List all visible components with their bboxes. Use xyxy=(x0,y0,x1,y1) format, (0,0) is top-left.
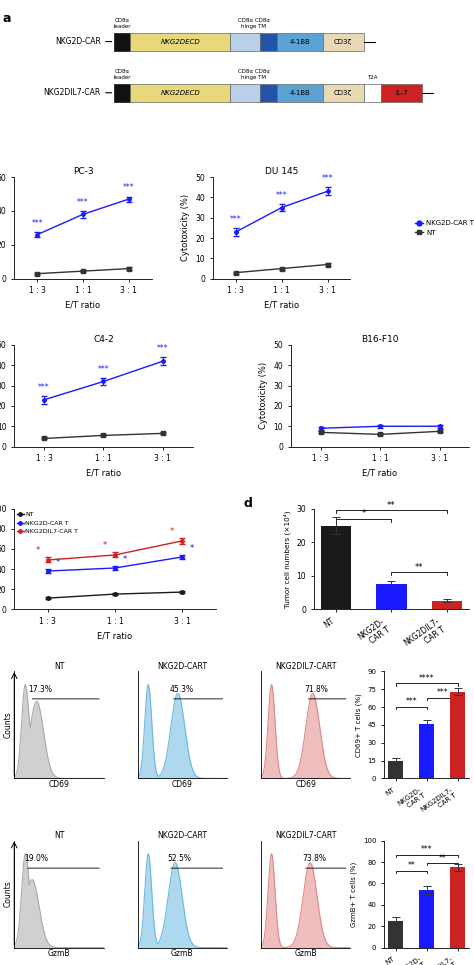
Bar xyxy=(323,33,364,50)
Text: *: * xyxy=(36,546,40,556)
Text: NKG2DECD: NKG2DECD xyxy=(160,90,200,96)
Y-axis label: Counts: Counts xyxy=(4,711,13,738)
Text: *: * xyxy=(56,558,60,567)
Text: CD8α
leader: CD8α leader xyxy=(114,69,131,80)
Title: B16-F10: B16-F10 xyxy=(361,335,399,345)
Legend: NKG2D-CAR T, NT: NKG2D-CAR T, NT xyxy=(415,220,474,235)
Text: 71.8%: 71.8% xyxy=(305,685,328,694)
Bar xyxy=(277,33,323,50)
Bar xyxy=(419,724,434,779)
Bar xyxy=(114,84,130,101)
Text: 45.3%: 45.3% xyxy=(170,685,194,694)
Text: NKG2DIL7-CAR: NKG2DIL7-CAR xyxy=(44,88,100,97)
Text: a: a xyxy=(3,13,11,25)
Text: CD3ζ: CD3ζ xyxy=(334,39,352,44)
Bar xyxy=(260,84,277,101)
Bar xyxy=(321,526,351,609)
Bar xyxy=(419,890,434,948)
Y-axis label: CD69+ T cells (%): CD69+ T cells (%) xyxy=(356,693,362,757)
Bar xyxy=(388,921,403,948)
Text: 17.3%: 17.3% xyxy=(28,685,53,694)
Bar xyxy=(432,601,462,609)
Text: CD3ζ: CD3ζ xyxy=(334,90,352,96)
Bar xyxy=(230,84,260,101)
Text: 4-1BB: 4-1BB xyxy=(290,90,310,96)
X-axis label: CD69: CD69 xyxy=(172,780,193,788)
Text: **: ** xyxy=(387,501,396,510)
X-axis label: CD69: CD69 xyxy=(49,780,70,788)
Text: ***: *** xyxy=(230,215,242,224)
Bar xyxy=(388,760,403,779)
Text: ***: *** xyxy=(77,198,89,207)
Text: **: ** xyxy=(415,563,423,571)
Text: ***: *** xyxy=(276,191,287,201)
Text: NKG2DECD: NKG2DECD xyxy=(160,39,200,44)
Bar xyxy=(260,33,277,50)
Text: CD8α CD8α
hinge TM: CD8α CD8α hinge TM xyxy=(238,69,270,80)
Text: ****: **** xyxy=(419,674,435,682)
Text: 4-1BB: 4-1BB xyxy=(290,39,310,44)
Text: 73.8%: 73.8% xyxy=(302,854,326,863)
Y-axis label: Tumor cell numbers (×10⁴): Tumor cell numbers (×10⁴) xyxy=(283,510,291,608)
Text: *: * xyxy=(103,541,107,550)
Text: *: * xyxy=(123,555,127,564)
Text: 19.0%: 19.0% xyxy=(24,854,48,863)
X-axis label: GzmB: GzmB xyxy=(48,949,70,958)
Title: NKG2DIL7-CART: NKG2DIL7-CART xyxy=(275,831,337,840)
Text: 52.5%: 52.5% xyxy=(167,854,191,863)
Bar xyxy=(130,33,230,50)
Text: T2A: T2A xyxy=(367,74,378,80)
Bar xyxy=(450,868,465,948)
Text: ***: *** xyxy=(437,688,448,697)
Y-axis label: Cytotoxicity (%): Cytotoxicity (%) xyxy=(181,194,190,262)
Title: NKG2D-CART: NKG2D-CART xyxy=(157,831,207,840)
X-axis label: CD69: CD69 xyxy=(295,780,316,788)
Legend: NT, NKG2D-CAR T, NKG2DIL7-CAR T: NT, NKG2D-CAR T, NKG2DIL7-CAR T xyxy=(18,512,79,535)
Text: ***: *** xyxy=(421,845,432,854)
Text: d: d xyxy=(244,497,253,510)
Text: NKG2D-CAR: NKG2D-CAR xyxy=(55,37,100,46)
Y-axis label: Cytotoxicity (%): Cytotoxicity (%) xyxy=(259,362,268,429)
Title: NT: NT xyxy=(54,662,64,671)
Text: IL-7: IL-7 xyxy=(395,90,408,96)
Bar xyxy=(277,84,323,101)
Bar xyxy=(323,84,364,101)
Bar xyxy=(450,692,465,779)
X-axis label: GzmB: GzmB xyxy=(294,949,317,958)
Title: DU 145: DU 145 xyxy=(265,167,298,177)
X-axis label: E/T ratio: E/T ratio xyxy=(97,631,132,641)
Text: *: * xyxy=(190,544,194,553)
Bar xyxy=(130,84,230,101)
Text: **: ** xyxy=(407,861,415,870)
Bar xyxy=(381,84,422,101)
X-axis label: E/T ratio: E/T ratio xyxy=(264,301,299,310)
Title: NKG2D-CART: NKG2D-CART xyxy=(157,662,207,671)
X-axis label: GzmB: GzmB xyxy=(171,949,193,958)
Text: ***: *** xyxy=(98,366,109,374)
Text: ***: *** xyxy=(322,174,333,183)
Text: ***: *** xyxy=(405,698,417,706)
Title: PC-3: PC-3 xyxy=(73,167,93,177)
X-axis label: E/T ratio: E/T ratio xyxy=(363,469,398,478)
Bar xyxy=(114,33,130,50)
Title: NT: NT xyxy=(54,831,64,840)
Text: ***: *** xyxy=(123,183,135,192)
Y-axis label: Counts: Counts xyxy=(4,881,13,907)
X-axis label: E/T ratio: E/T ratio xyxy=(86,469,121,478)
X-axis label: E/T ratio: E/T ratio xyxy=(65,301,100,310)
Text: **: ** xyxy=(438,853,446,863)
Bar xyxy=(364,84,381,101)
Bar xyxy=(376,584,407,609)
Text: CD8α
leader: CD8α leader xyxy=(114,17,131,29)
Title: C4-2: C4-2 xyxy=(93,335,114,345)
Bar xyxy=(230,33,260,50)
Y-axis label: GzmB+ T cells (%): GzmB+ T cells (%) xyxy=(351,862,357,926)
Text: ***: *** xyxy=(157,344,169,353)
Text: *: * xyxy=(170,527,174,536)
Text: CD8α CD8α
hinge TM: CD8α CD8α hinge TM xyxy=(238,17,270,29)
Text: *: * xyxy=(362,510,366,518)
Text: ***: *** xyxy=(38,383,50,392)
Title: NKG2DIL7-CART: NKG2DIL7-CART xyxy=(275,662,337,671)
Text: ***: *** xyxy=(31,219,43,228)
